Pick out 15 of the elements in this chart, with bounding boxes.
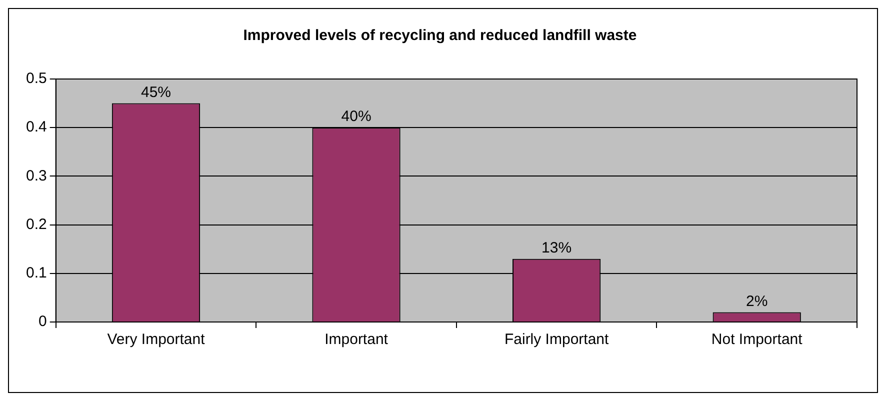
x-tick-label: Not Important	[711, 331, 804, 348]
y-tick-label: 0.3	[26, 167, 47, 184]
data-label: 45%	[140, 84, 172, 101]
data-label: 2%	[746, 292, 768, 310]
data-label: 13%	[542, 239, 572, 256]
x-tick-label: Very Important	[107, 331, 206, 348]
x-tick-label: Important	[324, 331, 389, 348]
y-tick-label: 0.4	[26, 118, 47, 136]
y-tick-label: 0.5	[26, 70, 47, 88]
y-tick-label: 0.2	[26, 216, 47, 233]
y-tick-label: 0	[38, 313, 47, 330]
y-tick-label: 0.1	[26, 264, 47, 282]
x-tick-label: Fairly Important	[504, 331, 610, 348]
data-label: 40%	[341, 108, 372, 126]
chart-title: Improved levels of recycling and reduced landfill waste	[243, 27, 637, 44]
